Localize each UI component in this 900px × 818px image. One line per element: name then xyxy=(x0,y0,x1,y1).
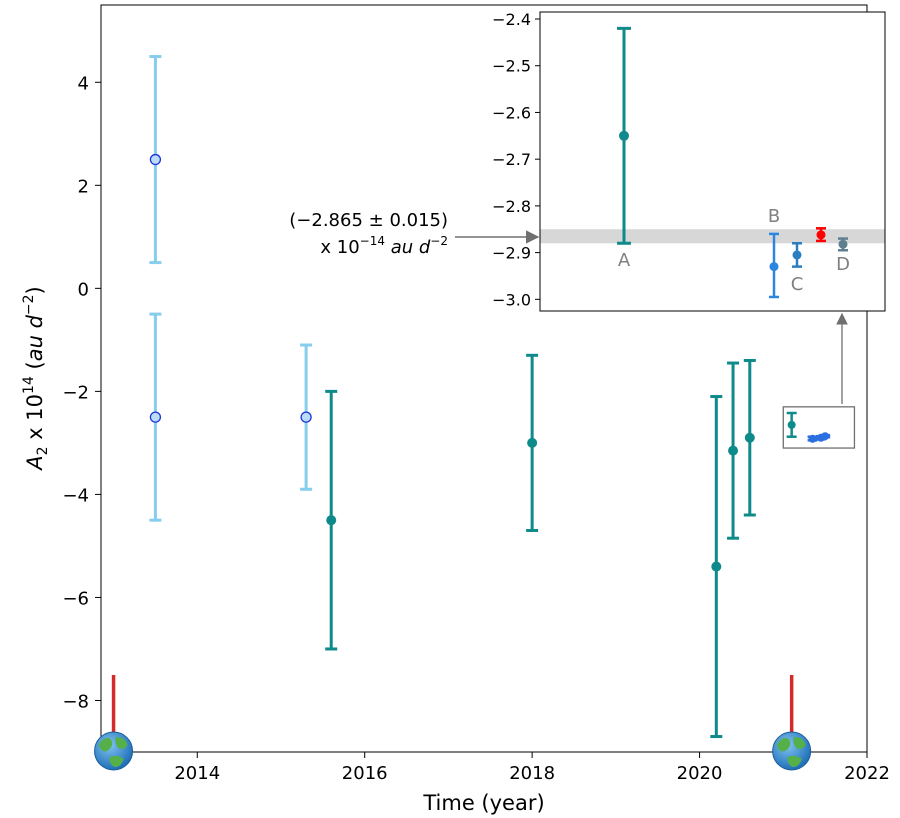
inset-y-tick-label: −3.0 xyxy=(492,290,531,309)
inset-background xyxy=(540,12,885,311)
inset-point-label-d: D xyxy=(836,254,850,275)
y-tick-label: 0 xyxy=(78,279,89,300)
main-series-group xyxy=(149,55,756,739)
inset-frame xyxy=(539,11,886,312)
earth-markers xyxy=(94,675,812,771)
earth-continent-icon xyxy=(109,755,124,767)
y-tick-label: 2 xyxy=(78,176,89,197)
y-tick-label: −4 xyxy=(62,485,89,506)
y-axis-label: A2 x 1014 (au d−2) xyxy=(21,286,51,472)
zoom-data-point xyxy=(821,432,830,441)
x-tick-label: 2014 xyxy=(174,763,220,784)
teal-data-point xyxy=(728,445,739,456)
inset-point-label-b: B xyxy=(768,206,780,227)
teal-data-point xyxy=(326,515,337,526)
inset-y-tick-label: −2.7 xyxy=(492,150,531,169)
light-data-point xyxy=(149,411,162,423)
main-plot-frame xyxy=(100,4,868,753)
inset-y-tick-label: −2.5 xyxy=(492,57,531,76)
y-tick-label: −2 xyxy=(62,382,89,403)
zoom-data-point xyxy=(808,434,817,443)
inset-point-label-a: A xyxy=(618,250,631,271)
inset-point-label-c: C xyxy=(791,274,804,295)
inset-data-point-d xyxy=(838,239,848,249)
annotation-line-1: (−2.865 ± 0.015) xyxy=(289,210,448,231)
y-tick-label: −6 xyxy=(62,588,89,609)
inset-y-tick-label: −2.8 xyxy=(492,197,531,216)
inset-data-point-a xyxy=(619,130,629,141)
earth-continent-icon xyxy=(787,755,802,767)
earth-continent-icon xyxy=(793,737,806,749)
inset-plot: −2.4 −2.5 −2.6 −2.7 −2.8 −2.9 −3.0 A B C D xyxy=(492,10,885,309)
earth-continent-icon xyxy=(776,737,791,752)
inset-y-tick-label: −2.6 xyxy=(492,103,531,122)
x-tick-label: 2022 xyxy=(844,763,890,784)
y-tick-label: −8 xyxy=(62,691,89,712)
x-tick-label: 2020 xyxy=(677,763,723,784)
y-tick-label: 4 xyxy=(78,73,89,94)
earth-continent-icon xyxy=(115,737,128,749)
zoom-region xyxy=(782,406,856,449)
inset-y-tick-label: −2.9 xyxy=(492,244,531,263)
inset-data-point-c xyxy=(792,250,802,260)
x-tick-label: 2018 xyxy=(509,763,555,784)
teal-data-point xyxy=(744,432,755,443)
inset-data-point-r xyxy=(816,230,826,240)
x-tick-label: 2016 xyxy=(342,763,388,784)
teal-data-point xyxy=(527,437,538,448)
x-axis-label: Time (year) xyxy=(422,791,544,815)
consensus-band xyxy=(540,229,885,244)
light-data-point xyxy=(149,153,162,166)
earth-continent-icon xyxy=(98,737,113,752)
light-data-point xyxy=(300,411,312,423)
teal-data-point xyxy=(711,561,722,572)
inset-data-point-b xyxy=(769,262,779,272)
main-axis-ticks: 2014 2016 2018 2020 2022 4 2 0 −2 −4 −6 −8 xyxy=(62,73,889,784)
zoom-data-point xyxy=(787,420,796,429)
inset-y-tick-label: −2.4 xyxy=(492,10,531,29)
annotation-line-2: x 10−14 au d−2 xyxy=(320,234,448,258)
